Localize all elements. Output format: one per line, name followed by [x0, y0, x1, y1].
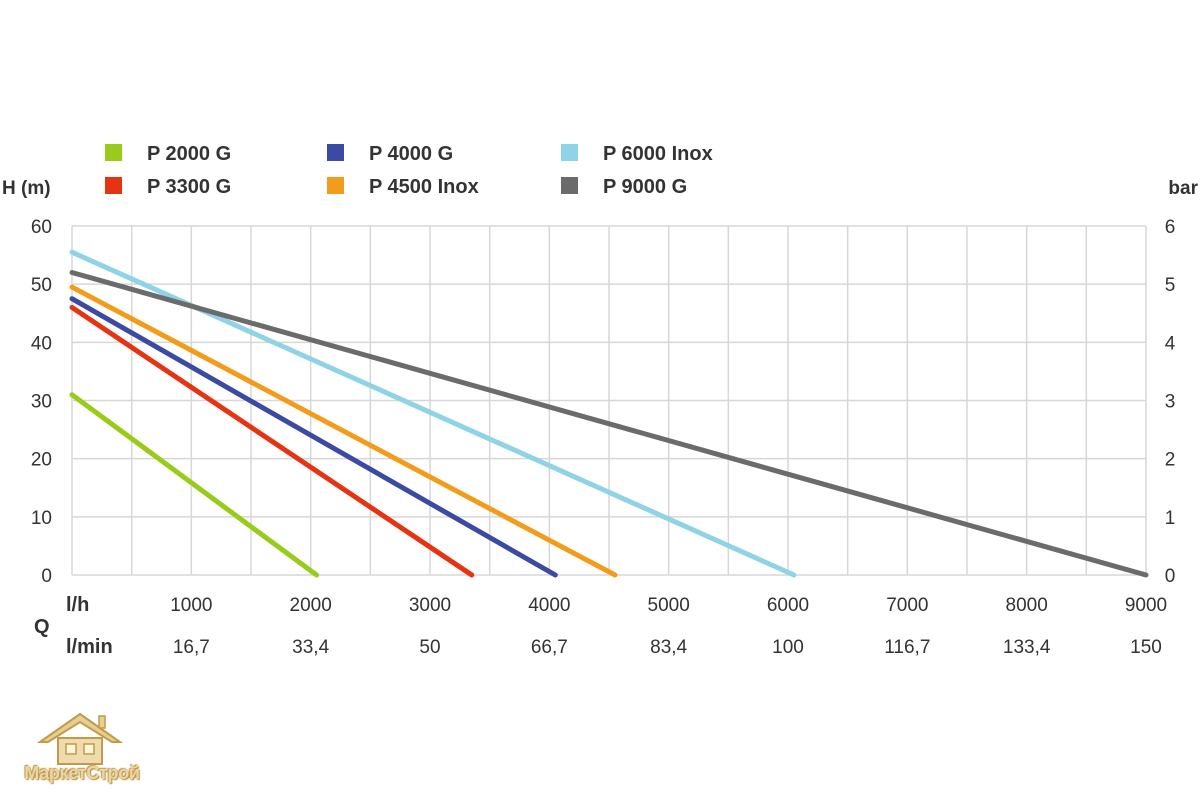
y2-tick-label: 3 [1165, 392, 1176, 413]
y2-tick-label: 6 [1165, 217, 1176, 238]
y-axis-label: H (m) [2, 178, 51, 199]
x-tick-label-lmin: 50 [419, 637, 440, 658]
y2-tick-label: 4 [1165, 333, 1176, 354]
x-tick-label-lmin: 133,4 [1003, 637, 1051, 658]
x-tick-label-lh: 8000 [1006, 595, 1048, 616]
y-tick-label: 50 [31, 275, 52, 296]
series-line-3 [69, 296, 558, 578]
watermark-logo: МаркетСтрой [8, 708, 153, 794]
watermark-text: МаркетСтрой [24, 763, 140, 783]
legend-label: P 2000 G [147, 143, 231, 165]
legend-swatch [327, 177, 344, 194]
series-line-4 [69, 284, 618, 578]
x-tick-label-lh: 5000 [648, 595, 690, 616]
x-ticks-lh: 1000 2000 3000 4000 5000 6000 7000 8000 9000 [170, 595, 1167, 616]
house-icon [36, 712, 124, 765]
x-tick-label-lmin: 100 [772, 637, 804, 658]
q-label: Q [34, 616, 50, 638]
y2-tick-label: 2 [1165, 450, 1176, 471]
legend-swatch [561, 177, 578, 194]
y-tick-label: 30 [31, 392, 52, 413]
series-line-2 [69, 304, 475, 578]
y2-tick-label: 0 [1165, 566, 1176, 587]
x-tick-label-lh: 6000 [767, 595, 809, 616]
legend-label: P 3300 G [147, 176, 231, 198]
legend-label: P 9000 G [603, 176, 687, 198]
x-row-label-lh: l/h [66, 594, 89, 616]
x-tick-label-lmin: 16,7 [173, 637, 210, 658]
legend-swatch [327, 144, 344, 161]
x-tick-label-lmin: 83,4 [650, 637, 687, 658]
x-tick-label-lmin: 116,7 [884, 637, 930, 658]
x-row-label-lmin: l/min [66, 636, 113, 658]
legend-label: P 6000 Inox [603, 143, 713, 165]
series-line-6 [69, 270, 1149, 578]
series-line-1 [69, 392, 320, 578]
legend: P 2000 G P 4000 G P 6000 Inox P 3300 G P 450… [105, 143, 713, 198]
x-tick-label-lh: 2000 [290, 595, 332, 616]
legend-swatch [105, 177, 122, 194]
legend-label: P 4000 G [369, 143, 453, 165]
x-tick-label-lh: 3000 [409, 595, 451, 616]
x-tick-label-lh: 1000 [170, 595, 212, 616]
grid [71, 225, 1147, 576]
x-tick-label-lh: 9000 [1125, 595, 1167, 616]
legend-swatch [105, 144, 122, 161]
x-tick-label-lmin: 150 [1130, 637, 1162, 658]
x-tick-label-lh: 4000 [528, 595, 570, 616]
x-tick-label-lmin: 66,7 [531, 637, 568, 658]
y2-tick-label: 1 [1165, 508, 1176, 529]
y-tick-label: 40 [31, 333, 52, 354]
y-ticks: 0 10 20 30 40 50 60 [31, 217, 52, 587]
y2-axis-label: bar [1168, 178, 1198, 199]
x-tick-label-lh: 7000 [886, 595, 928, 616]
y-tick-label: 10 [31, 508, 52, 529]
x-tick-label-lmin: 33,4 [292, 637, 329, 658]
y-tick-label: 0 [41, 566, 52, 587]
legend-swatch [561, 144, 578, 161]
y2-ticks: 0 1 2 3 4 5 6 [1165, 217, 1176, 587]
series-lines [69, 249, 1149, 578]
legend-label: P 4500 Inox [369, 176, 479, 198]
y-tick-label: 20 [31, 450, 52, 471]
y-tick-label: 60 [31, 217, 52, 238]
x-ticks-lmin: 16,7 33,4 50 66,7 83,4 100 116,7 133,4 150 [173, 637, 1162, 658]
y2-tick-label: 5 [1165, 275, 1176, 296]
